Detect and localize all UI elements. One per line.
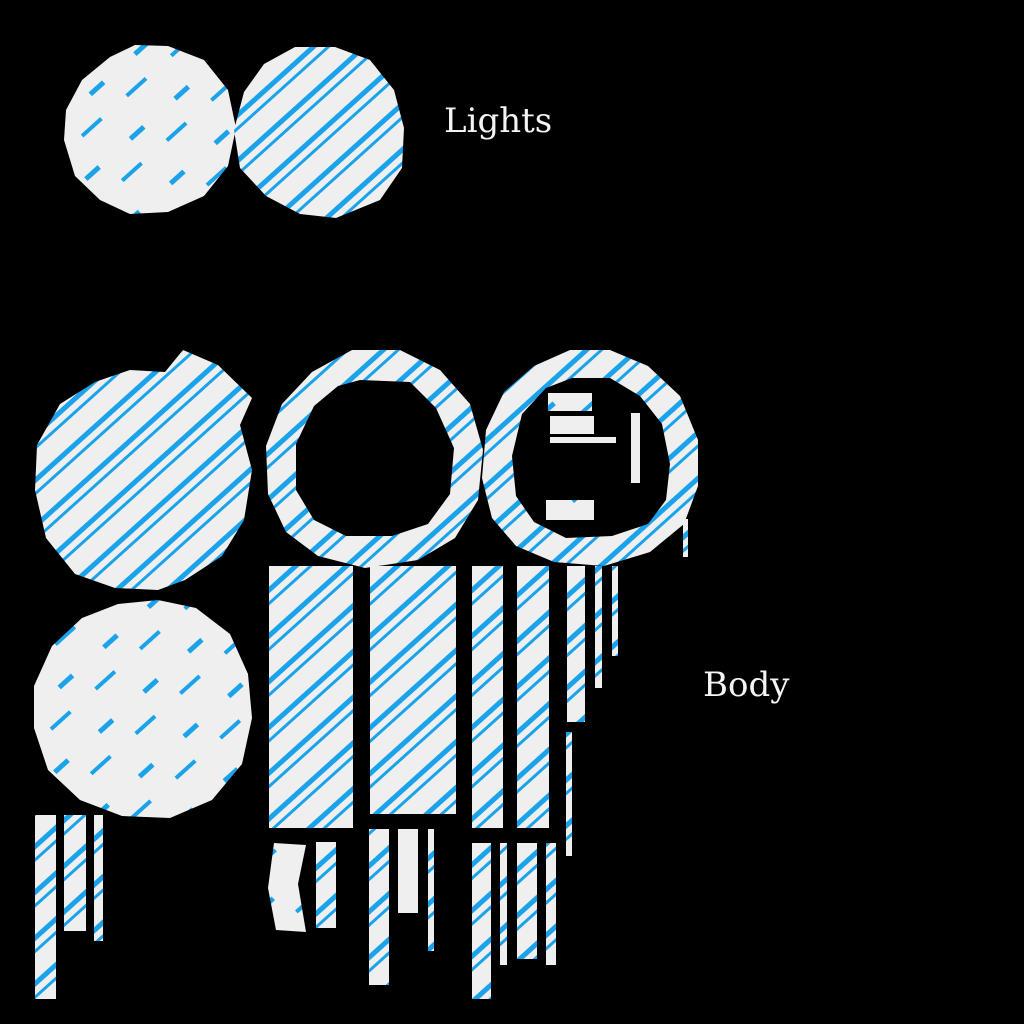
light-disc-right — [234, 47, 404, 218]
body-strip-6 — [595, 566, 602, 688]
body-strip-c3 — [398, 829, 418, 913]
body-strip-c1 — [316, 842, 336, 928]
body-label: Body — [703, 665, 790, 705]
ring-panel-e — [546, 500, 594, 520]
body-panel-4 — [517, 566, 549, 828]
body-strip-d1 — [472, 843, 491, 999]
ring-panel-b — [550, 416, 594, 434]
body-strip-d4 — [546, 843, 556, 965]
lights-islands — [64, 45, 404, 218]
body-disc-bottom-left — [34, 600, 252, 818]
lights-label: Lights — [444, 101, 553, 141]
ring-panel-f — [683, 519, 688, 557]
body-strip-7 — [612, 566, 618, 656]
ring-panel-a — [548, 393, 592, 411]
body-strip-b2 — [64, 815, 86, 931]
body-panel-1 — [269, 566, 353, 828]
body-strip-d3 — [517, 843, 537, 959]
body-strip-5 — [567, 566, 585, 722]
body-strip-d2 — [500, 843, 507, 965]
body-panel-2 — [370, 566, 456, 814]
ring-panel-c — [550, 437, 616, 443]
body-ring-middle — [266, 350, 483, 568]
light-disc-left — [64, 45, 236, 214]
body-bracket — [268, 843, 306, 932]
body-strip-b3 — [94, 815, 103, 941]
body-ring-right — [482, 350, 698, 566]
body-islands — [34, 350, 698, 999]
body-strip-8 — [566, 732, 572, 856]
body-strip-c2 — [369, 829, 389, 985]
body-strip-b1 — [35, 815, 56, 999]
body-strip-c4 — [428, 829, 434, 951]
body-disc-top-left — [35, 350, 252, 590]
body-panel-3 — [472, 566, 503, 828]
ring-panel-d — [631, 413, 640, 483]
